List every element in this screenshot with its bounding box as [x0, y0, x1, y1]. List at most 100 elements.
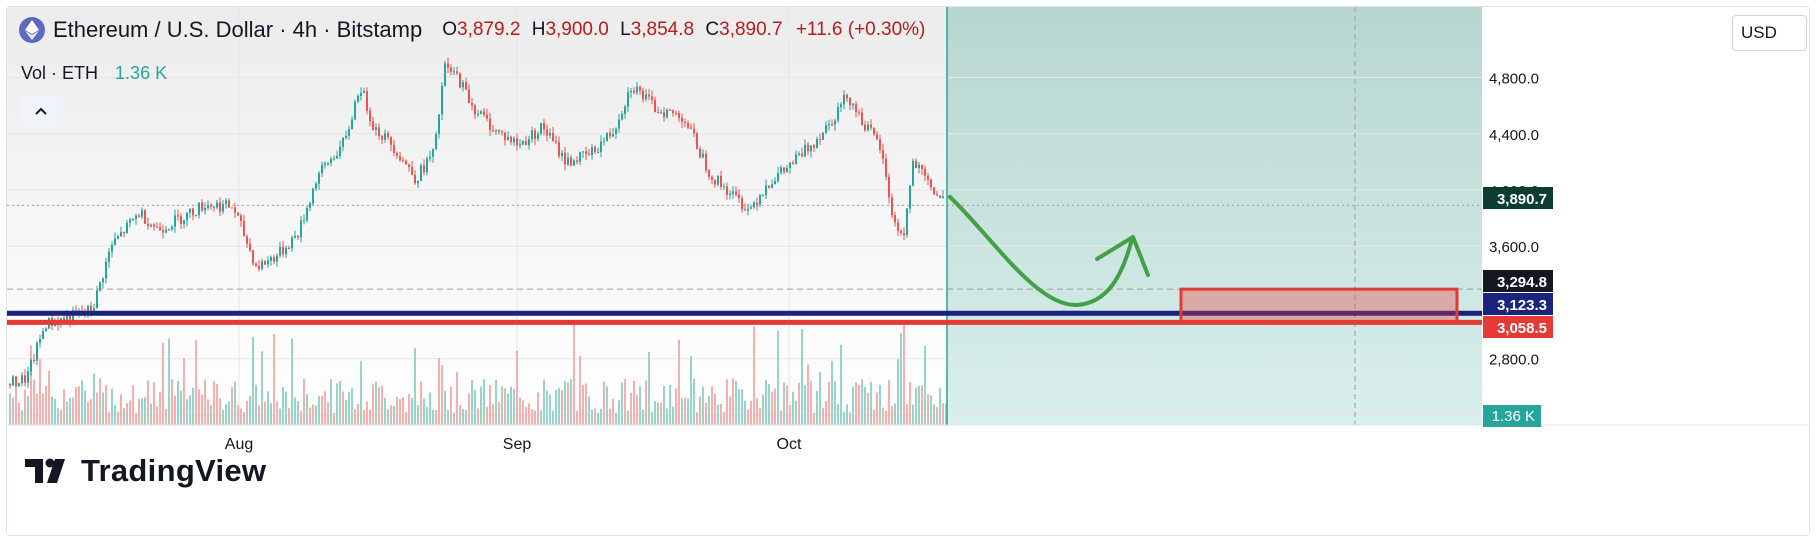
candle-body [813, 145, 815, 148]
volume-bar [420, 381, 422, 425]
candle-body [633, 90, 635, 93]
candle-body [375, 127, 377, 130]
candle-body [501, 131, 503, 133]
volume-bar [210, 404, 212, 425]
candle-body [195, 214, 197, 216]
volume-bar [513, 388, 515, 425]
volume-bar [396, 397, 398, 425]
x-tick-label: Oct [777, 436, 802, 453]
volume-bar [219, 398, 221, 425]
volume-bar [384, 397, 386, 425]
volume-bar [438, 357, 440, 425]
candle-body [360, 93, 362, 96]
candle-body [657, 112, 659, 114]
volume-bar [126, 403, 128, 425]
volume-bar [744, 400, 746, 425]
volume-bar [567, 382, 569, 425]
volume-bar [141, 398, 143, 425]
candle-body [300, 220, 302, 238]
volume-badge-bg [1483, 405, 1541, 427]
volume-bar [924, 345, 926, 425]
ohlc-high-key: H [531, 19, 546, 40]
candle-body [924, 168, 926, 176]
candle-body [33, 360, 35, 362]
volume-bar [717, 404, 719, 425]
volume-bar [726, 379, 728, 425]
symbol-legend: Ethereum / U.S. Dollar · 4h · Bitstamp O… [19, 17, 925, 43]
candle-body [186, 212, 188, 221]
volume-bar [294, 397, 296, 425]
volume-bar [837, 404, 839, 425]
volume-bar [459, 405, 461, 425]
candle-body [846, 94, 848, 99]
symbol-title[interactable]: Ethereum / U.S. Dollar · 4h · Bitstamp [53, 17, 423, 42]
volume-bar [252, 336, 254, 425]
candle-body [237, 212, 239, 216]
currency-button[interactable]: USD [1732, 15, 1807, 51]
volume-bar [102, 392, 104, 425]
volume-bar [873, 410, 875, 425]
volume-bar [87, 401, 89, 425]
ohlc-open-key: O [442, 19, 458, 40]
candle-body [327, 162, 329, 164]
volume-bar [159, 391, 161, 425]
candle-body [690, 127, 692, 129]
volume-bar [561, 389, 563, 425]
candle-body [126, 222, 128, 234]
volume-bar [429, 392, 431, 425]
candle-body [732, 191, 734, 194]
volume-bar [240, 408, 242, 425]
candle-body [630, 90, 632, 93]
candle-body [795, 154, 797, 165]
volume-bar [864, 387, 866, 425]
candle-body [276, 255, 278, 262]
volume-bar [636, 395, 638, 425]
candle-body [498, 129, 500, 132]
y-tick-label: 3,600.0 [1489, 239, 1539, 256]
collapse-legend-button[interactable] [19, 95, 63, 127]
volume-bar [618, 400, 620, 425]
candle-body [171, 226, 173, 230]
volume-bar [597, 412, 599, 425]
volume-bar [801, 328, 803, 425]
volume-bar [747, 409, 749, 425]
volume-bar [834, 381, 836, 425]
support-blue-badge-bg [1483, 293, 1553, 315]
candle-body [750, 207, 752, 209]
volume-bar [207, 399, 209, 425]
candle-body [810, 145, 812, 152]
candle-body [483, 111, 485, 115]
candle-body [90, 305, 92, 312]
volume-bar [615, 412, 617, 425]
volume-bar [891, 405, 893, 425]
candle-body [756, 202, 758, 205]
volume-bar [519, 397, 521, 425]
candle-body [582, 151, 584, 153]
volume-bar [849, 412, 851, 425]
volume-bar [270, 403, 272, 425]
chart-panel[interactable]: 4,800.04,400.04,000.03,600.02,800.02,400… [6, 6, 1810, 536]
candle-body [27, 371, 29, 383]
candle-body [432, 149, 434, 157]
candle-body [771, 184, 773, 188]
candle-body [507, 136, 509, 141]
volume-bar [51, 396, 53, 425]
volume-bar [549, 394, 551, 425]
candle-body [705, 153, 707, 171]
candle-body [345, 135, 347, 138]
candle-body [357, 95, 359, 102]
volume-bar [483, 379, 485, 425]
candle-body [141, 210, 143, 217]
candle-body [342, 137, 344, 147]
volume-bar [243, 411, 245, 425]
candle-body [96, 290, 98, 309]
candle-body [423, 165, 425, 173]
volume-bar [153, 382, 155, 425]
price-chart[interactable]: 4,800.04,400.04,000.03,600.02,800.02,400… [7, 7, 1810, 536]
volume-bar [93, 373, 95, 425]
candle-body [72, 310, 74, 323]
candle-body [273, 257, 275, 262]
candle-body [570, 157, 572, 166]
volume-bar [609, 408, 611, 425]
volume-bar [267, 391, 269, 425]
